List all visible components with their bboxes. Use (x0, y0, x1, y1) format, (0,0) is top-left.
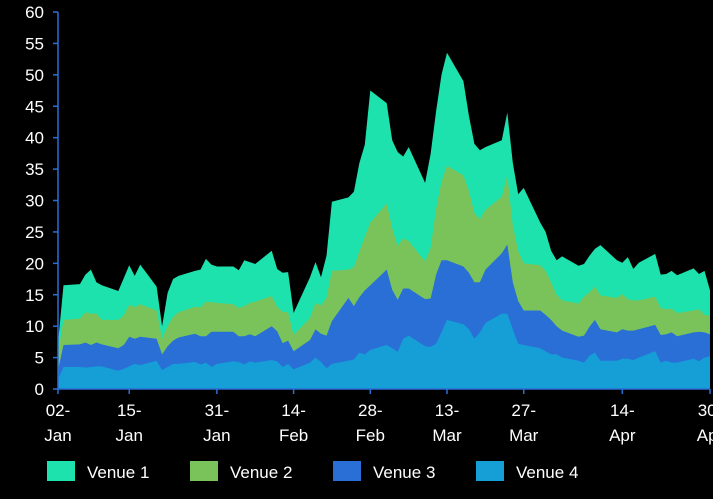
legend-swatch-venue-4 (476, 461, 504, 481)
x-tick-label: 30-Apr (697, 401, 713, 445)
legend: Venue 1 Venue 2 Venue 3 Venue 4 (47, 461, 578, 482)
x-tick-label: 15-Jan (116, 401, 143, 445)
area-layer (58, 52, 710, 390)
x-tick-label: 13-Mar (432, 401, 462, 445)
y-tick-label: 20 (25, 254, 44, 273)
legend-swatch-venue-1 (47, 461, 75, 481)
legend-label-venue-1: Venue 1 (87, 463, 149, 482)
x-axis-ticks: 02-Jan 15-Jan 31-Jan 14-Feb 28-Feb 13-Mar 27-M… (44, 389, 713, 445)
x-tick-label: 14-Apr (609, 401, 636, 445)
y-tick-label: 40 (25, 129, 44, 148)
legend-label-venue-4: Venue 4 (516, 463, 578, 482)
legend-swatch-venue-2 (190, 461, 218, 481)
y-tick-label: 0 (35, 380, 44, 399)
area-venue-4 (58, 313, 710, 389)
y-axis-ticks: 0 5 10 15 20 25 30 35 40 45 50 55 60 (25, 3, 58, 399)
x-tick-label: 28-Feb (356, 401, 385, 445)
legend-label-venue-2: Venue 2 (230, 463, 292, 482)
y-tick-label: 5 (35, 349, 44, 368)
y-tick-label: 60 (25, 3, 44, 22)
x-tick-label: 02-Jan (44, 401, 71, 445)
y-tick-label: 55 (25, 34, 44, 53)
y-tick-label: 30 (25, 192, 44, 211)
legend-label-venue-3: Venue 3 (373, 463, 435, 482)
y-tick-label: 10 (25, 317, 44, 336)
x-tick-label: 31-Jan (203, 401, 230, 445)
y-tick-label: 50 (25, 66, 44, 85)
y-tick-label: 35 (25, 160, 44, 179)
x-tick-label: 27-Mar (509, 401, 539, 445)
y-tick-label: 25 (25, 223, 44, 242)
y-tick-label: 15 (25, 286, 44, 305)
x-tick-label: 14-Feb (279, 401, 308, 445)
legend-swatch-venue-3 (333, 461, 361, 481)
y-tick-label: 45 (25, 97, 44, 116)
